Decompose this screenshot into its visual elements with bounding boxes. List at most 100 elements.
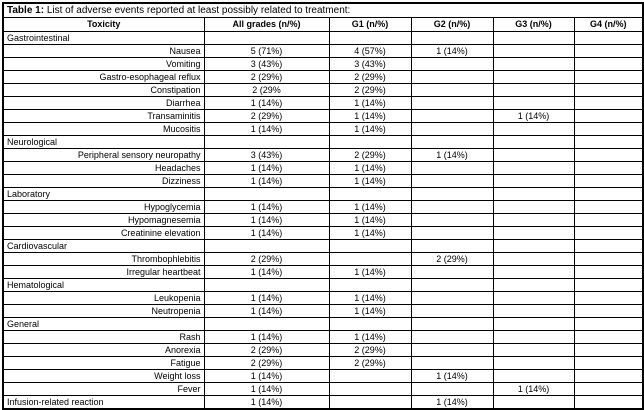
value-cell: 5 (71%)	[203, 44, 330, 58]
toxicity-label: Neutropenia	[2, 304, 205, 318]
table-row: Mucositis 1 (14%) 1 (14%)	[2, 122, 644, 136]
table-row: Nausea 5 (71%) 4 (57%) 1 (14%)	[2, 44, 644, 58]
column-header-g1: G1 (n/%)	[328, 17, 412, 32]
value-cell: 2 (29%)	[203, 109, 330, 123]
value-cell: 1 (14%)	[328, 265, 412, 279]
toxicity-label: Weight loss	[2, 369, 205, 383]
value-cell	[410, 278, 494, 292]
table-row: Irregular heartbeat 1 (14%) 1 (14%)	[2, 265, 644, 279]
value-cell	[573, 161, 644, 175]
table-row: Peripheral sensory neuropathy 3 (43%) 2 (2…	[2, 148, 644, 162]
toxicity-label: Hypoglycemia	[2, 200, 205, 214]
table-title: Table 1: List of adverse events reported…	[2, 2, 644, 18]
column-header-toxicity: Toxicity	[2, 17, 205, 32]
toxicity-label: Vomiting	[2, 57, 205, 71]
section-row: General	[2, 317, 644, 331]
table-row: Headaches 1 (14%) 1 (14%)	[2, 161, 644, 175]
table-row: Fatigue 2 (29%) 2 (29%)	[2, 356, 644, 370]
value-cell: 1 (14%)	[328, 161, 412, 175]
value-cell	[573, 96, 644, 110]
value-cell	[410, 356, 494, 370]
value-cell: 1 (14%)	[492, 382, 575, 396]
value-cell	[328, 369, 412, 383]
value-cell: 2 (29%)	[328, 343, 412, 357]
value-cell: 2 (29%	[203, 83, 330, 97]
value-cell	[573, 356, 644, 370]
value-cell	[492, 174, 575, 188]
value-cell	[410, 31, 494, 45]
value-cell	[410, 304, 494, 318]
value-cell	[573, 226, 644, 240]
value-cell	[492, 226, 575, 240]
table-row: Leukopenia 1 (14%) 1 (14%)	[2, 291, 644, 305]
section-row: Neurological	[2, 135, 644, 149]
value-cell: 2 (29%)	[328, 70, 412, 84]
toxicity-label: Constipation	[2, 83, 205, 97]
value-cell	[410, 70, 494, 84]
toxicity-label: Fever	[2, 382, 205, 396]
value-cell	[492, 317, 575, 331]
value-cell	[573, 200, 644, 214]
value-cell	[573, 57, 644, 71]
table-row: Thrombophlebitis 2 (29%) 2 (29%)	[2, 252, 644, 266]
toxicity-label: Rash	[2, 330, 205, 344]
value-cell	[203, 278, 330, 292]
value-cell	[573, 369, 644, 383]
value-cell: 2 (29%)	[328, 356, 412, 370]
column-header-g3: G3 (n/%)	[492, 17, 575, 32]
value-cell: 2 (29%)	[328, 148, 412, 162]
column-header-g4: G4 (n/%)	[573, 17, 644, 32]
value-cell	[492, 304, 575, 318]
value-cell: 1 (14%)	[203, 122, 330, 136]
value-cell	[573, 44, 644, 58]
table-row: Hypoglycemia 1 (14%) 1 (14%)	[2, 200, 644, 214]
section-label: Hematological	[2, 278, 205, 292]
section-label: Gastrointestinal	[2, 31, 205, 45]
toxicity-label: Gastro-esophageal reflux	[2, 70, 205, 84]
value-cell	[492, 252, 575, 266]
value-cell	[573, 382, 644, 396]
value-cell	[573, 239, 644, 253]
value-cell	[573, 317, 644, 331]
value-cell	[573, 122, 644, 136]
value-cell: 3 (43%)	[203, 57, 330, 71]
value-cell: 1 (14%)	[328, 213, 412, 227]
value-cell	[410, 122, 494, 136]
value-cell	[492, 343, 575, 357]
value-cell: 1 (14%)	[203, 291, 330, 305]
table-row: Dizziness 1 (14%) 1 (14%)	[2, 174, 644, 188]
value-cell	[492, 239, 575, 253]
value-cell	[410, 330, 494, 344]
table-row: Rash 1 (14%) 1 (14%)	[2, 330, 644, 344]
toxicity-label: Creatinine elevation	[2, 226, 205, 240]
section-label: General	[2, 317, 205, 331]
section-label: Laboratory	[2, 187, 205, 201]
toxicity-label: Diarrhea	[2, 96, 205, 110]
value-cell: 1 (14%)	[203, 174, 330, 188]
value-cell: 4 (57%)	[328, 44, 412, 58]
table-row: Transaminitis 2 (29%) 1 (14%) 1 (14%)	[2, 109, 644, 123]
value-cell	[573, 252, 644, 266]
value-cell	[573, 31, 644, 45]
section-row: Hematological	[2, 278, 644, 292]
value-cell: 1 (14%)	[203, 369, 330, 383]
column-header-g2: G2 (n/%)	[410, 17, 494, 32]
value-cell	[203, 31, 330, 45]
section-label: Neurological	[2, 135, 205, 149]
value-cell	[410, 187, 494, 201]
value-cell	[573, 109, 644, 123]
table-number-label: Table 1:	[7, 5, 45, 16]
value-cell	[203, 135, 330, 149]
toxicity-label: Fatigue	[2, 356, 205, 370]
value-cell: 1 (14%)	[410, 44, 494, 58]
value-cell	[410, 213, 494, 227]
value-cell	[203, 239, 330, 253]
toxicity-label: Mucositis	[2, 122, 205, 136]
value-cell	[328, 317, 412, 331]
value-cell	[492, 122, 575, 136]
value-cell: 1 (14%)	[203, 96, 330, 110]
table-title-row: Table 1: List of adverse events reported…	[2, 2, 644, 18]
value-cell: 3 (43%)	[203, 148, 330, 162]
value-cell: 1 (14%)	[328, 304, 412, 318]
